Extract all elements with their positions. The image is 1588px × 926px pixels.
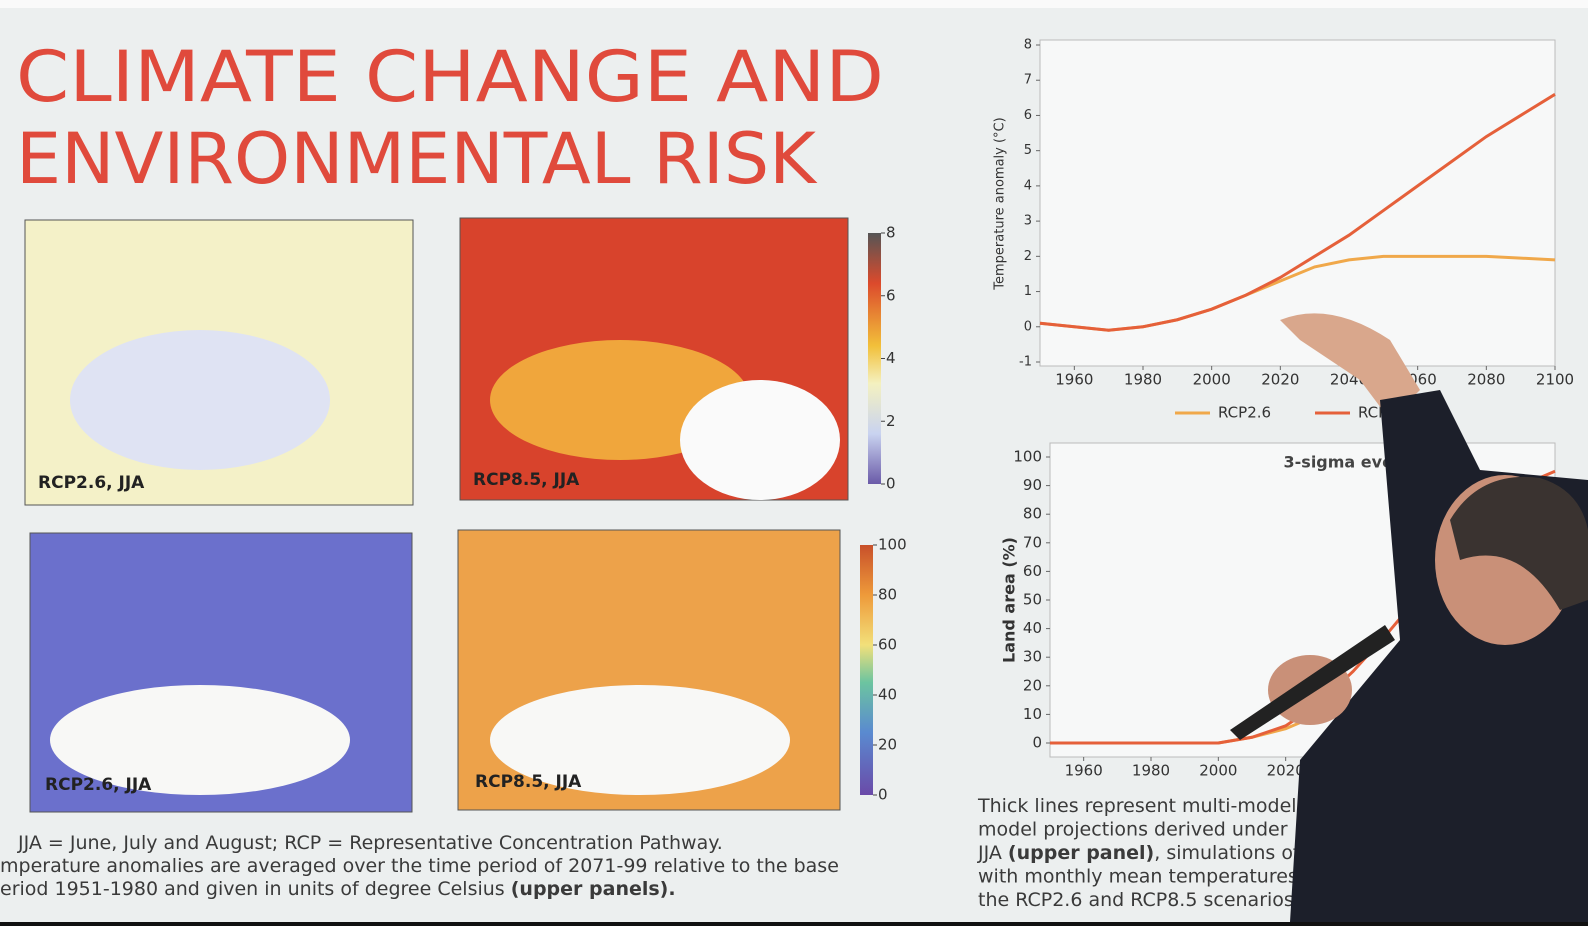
map-label: RCP2.6, JJA <box>38 473 145 493</box>
caption-text: (upper panels). <box>511 878 676 900</box>
caption-text: JJA = June, July and August; RCP = Repre… <box>17 832 723 854</box>
caption-line: the RCP2.6 and RCP8.5 scenarios (bot <box>978 889 1344 911</box>
y-tick-label: -1 <box>1019 355 1032 370</box>
colorbar <box>860 545 873 795</box>
legend-label: RCP2.6 <box>1218 404 1271 422</box>
colorbar-tick-label: 40 <box>878 686 897 704</box>
colorbar-tick-label: 8 <box>886 224 896 242</box>
presenter <box>1230 313 1588 922</box>
caption-text: eriod 1951-1980 and given in units of de… <box>0 878 511 900</box>
caption-line: JJA = June, July and August; RCP = Repre… <box>17 832 723 854</box>
colorbar-tick-label: 100 <box>878 536 907 554</box>
y-tick-label: 1 <box>1024 284 1032 299</box>
x-tick-label: 2000 <box>1199 762 1237 780</box>
y-tick-label: 40 <box>1023 619 1042 637</box>
y-tick-label: 10 <box>1023 705 1042 723</box>
caption-text: JJA <box>977 842 1008 864</box>
y-axis-label: Land area (%) <box>1000 537 1019 663</box>
colorbar-tick-label: 60 <box>878 636 897 654</box>
map-label: RCP8.5, JJA <box>475 772 582 792</box>
caption-text: the RCP2.6 and RCP8.5 scenarios <box>978 889 1300 911</box>
slide-title: ENVIRONMENTAL RISK <box>16 118 818 200</box>
y-tick-label: 4 <box>1024 178 1032 193</box>
caption-line: JJA (upper panel), simulations of th <box>977 842 1325 864</box>
plot-frame <box>1039 39 1556 367</box>
y-tick-label: 5 <box>1024 143 1032 158</box>
caption-text: model projections derived under <box>978 818 1288 840</box>
y-axis-label: Temperature anomaly (°C) <box>993 117 1008 290</box>
x-tick-label: 2100 <box>1536 371 1574 389</box>
map-region <box>490 685 790 795</box>
colorbar-tick-label: 6 <box>886 286 896 304</box>
caption-text: Thick lines represent multi-model <box>977 795 1297 817</box>
colorbar <box>868 233 881 484</box>
slide-title: CLIMATE CHANGE AND <box>16 36 884 118</box>
caption-text: mperature anomalies are averaged over th… <box>0 855 839 877</box>
x-tick-label: 2080 <box>1467 371 1505 389</box>
y-tick-label: 20 <box>1023 676 1042 694</box>
map-label: RCP8.5, JJA <box>473 470 580 490</box>
x-tick-label: 1980 <box>1132 762 1170 780</box>
colorbar-tick-label: 0 <box>878 786 888 804</box>
x-tick-label: 2020 <box>1261 371 1299 389</box>
hand <box>1280 313 1420 420</box>
map-region <box>50 685 350 795</box>
y-tick-label: 2 <box>1024 249 1032 264</box>
colorbar-tick-label: 0 <box>886 475 896 493</box>
y-tick-label: 90 <box>1023 476 1042 494</box>
map-label: RCP2.6, JJA <box>45 775 152 795</box>
colorbar-tick-label: 2 <box>886 412 896 430</box>
caption-line: model projections derived under <box>978 818 1288 840</box>
x-tick-label: 1960 <box>1055 371 1093 389</box>
edge <box>0 0 1588 8</box>
y-tick-label: 0 <box>1032 734 1042 752</box>
caption-line: Thick lines represent multi-model <box>977 795 1297 817</box>
caption-line: mperature anomalies are averaged over th… <box>0 855 839 877</box>
x-tick-label: 2020 <box>1267 762 1305 780</box>
y-tick-label: 8 <box>1024 38 1032 53</box>
y-tick-label: 30 <box>1023 648 1042 666</box>
y-tick-label: 60 <box>1023 562 1042 580</box>
colorbar-tick-label: 4 <box>886 349 896 367</box>
y-tick-label: 6 <box>1024 108 1032 123</box>
colorbar-tick-label: 80 <box>878 586 897 604</box>
caption-text: with monthly mean temperatures du <box>978 865 1328 887</box>
series-line <box>1039 93 1556 332</box>
caption-text: (upper panel) <box>1008 842 1154 864</box>
y-tick-label: 3 <box>1024 214 1032 229</box>
y-tick-label: 7 <box>1024 73 1032 88</box>
x-tick-label: 2000 <box>1193 371 1231 389</box>
microphone <box>1230 625 1395 740</box>
x-tick-label: 1980 <box>1124 371 1162 389</box>
x-tick-label: 1960 <box>1065 762 1103 780</box>
maps <box>24 217 849 813</box>
colorbar-tick-label: 20 <box>878 736 897 754</box>
y-tick-label: 0 <box>1024 319 1032 334</box>
caption-line: eriod 1951-1980 and given in units of de… <box>0 878 676 900</box>
y-tick-label: 100 <box>1013 448 1042 466</box>
caption-line: with monthly mean temperatures du <box>978 865 1328 887</box>
hair <box>1450 476 1588 610</box>
map-region <box>680 380 840 500</box>
y-tick-label: 70 <box>1023 533 1042 551</box>
y-tick-label: 50 <box>1023 591 1042 609</box>
map-region <box>70 330 330 470</box>
caption-text: , simulations of th <box>1154 842 1325 864</box>
y-tick-label: 80 <box>1023 505 1042 523</box>
